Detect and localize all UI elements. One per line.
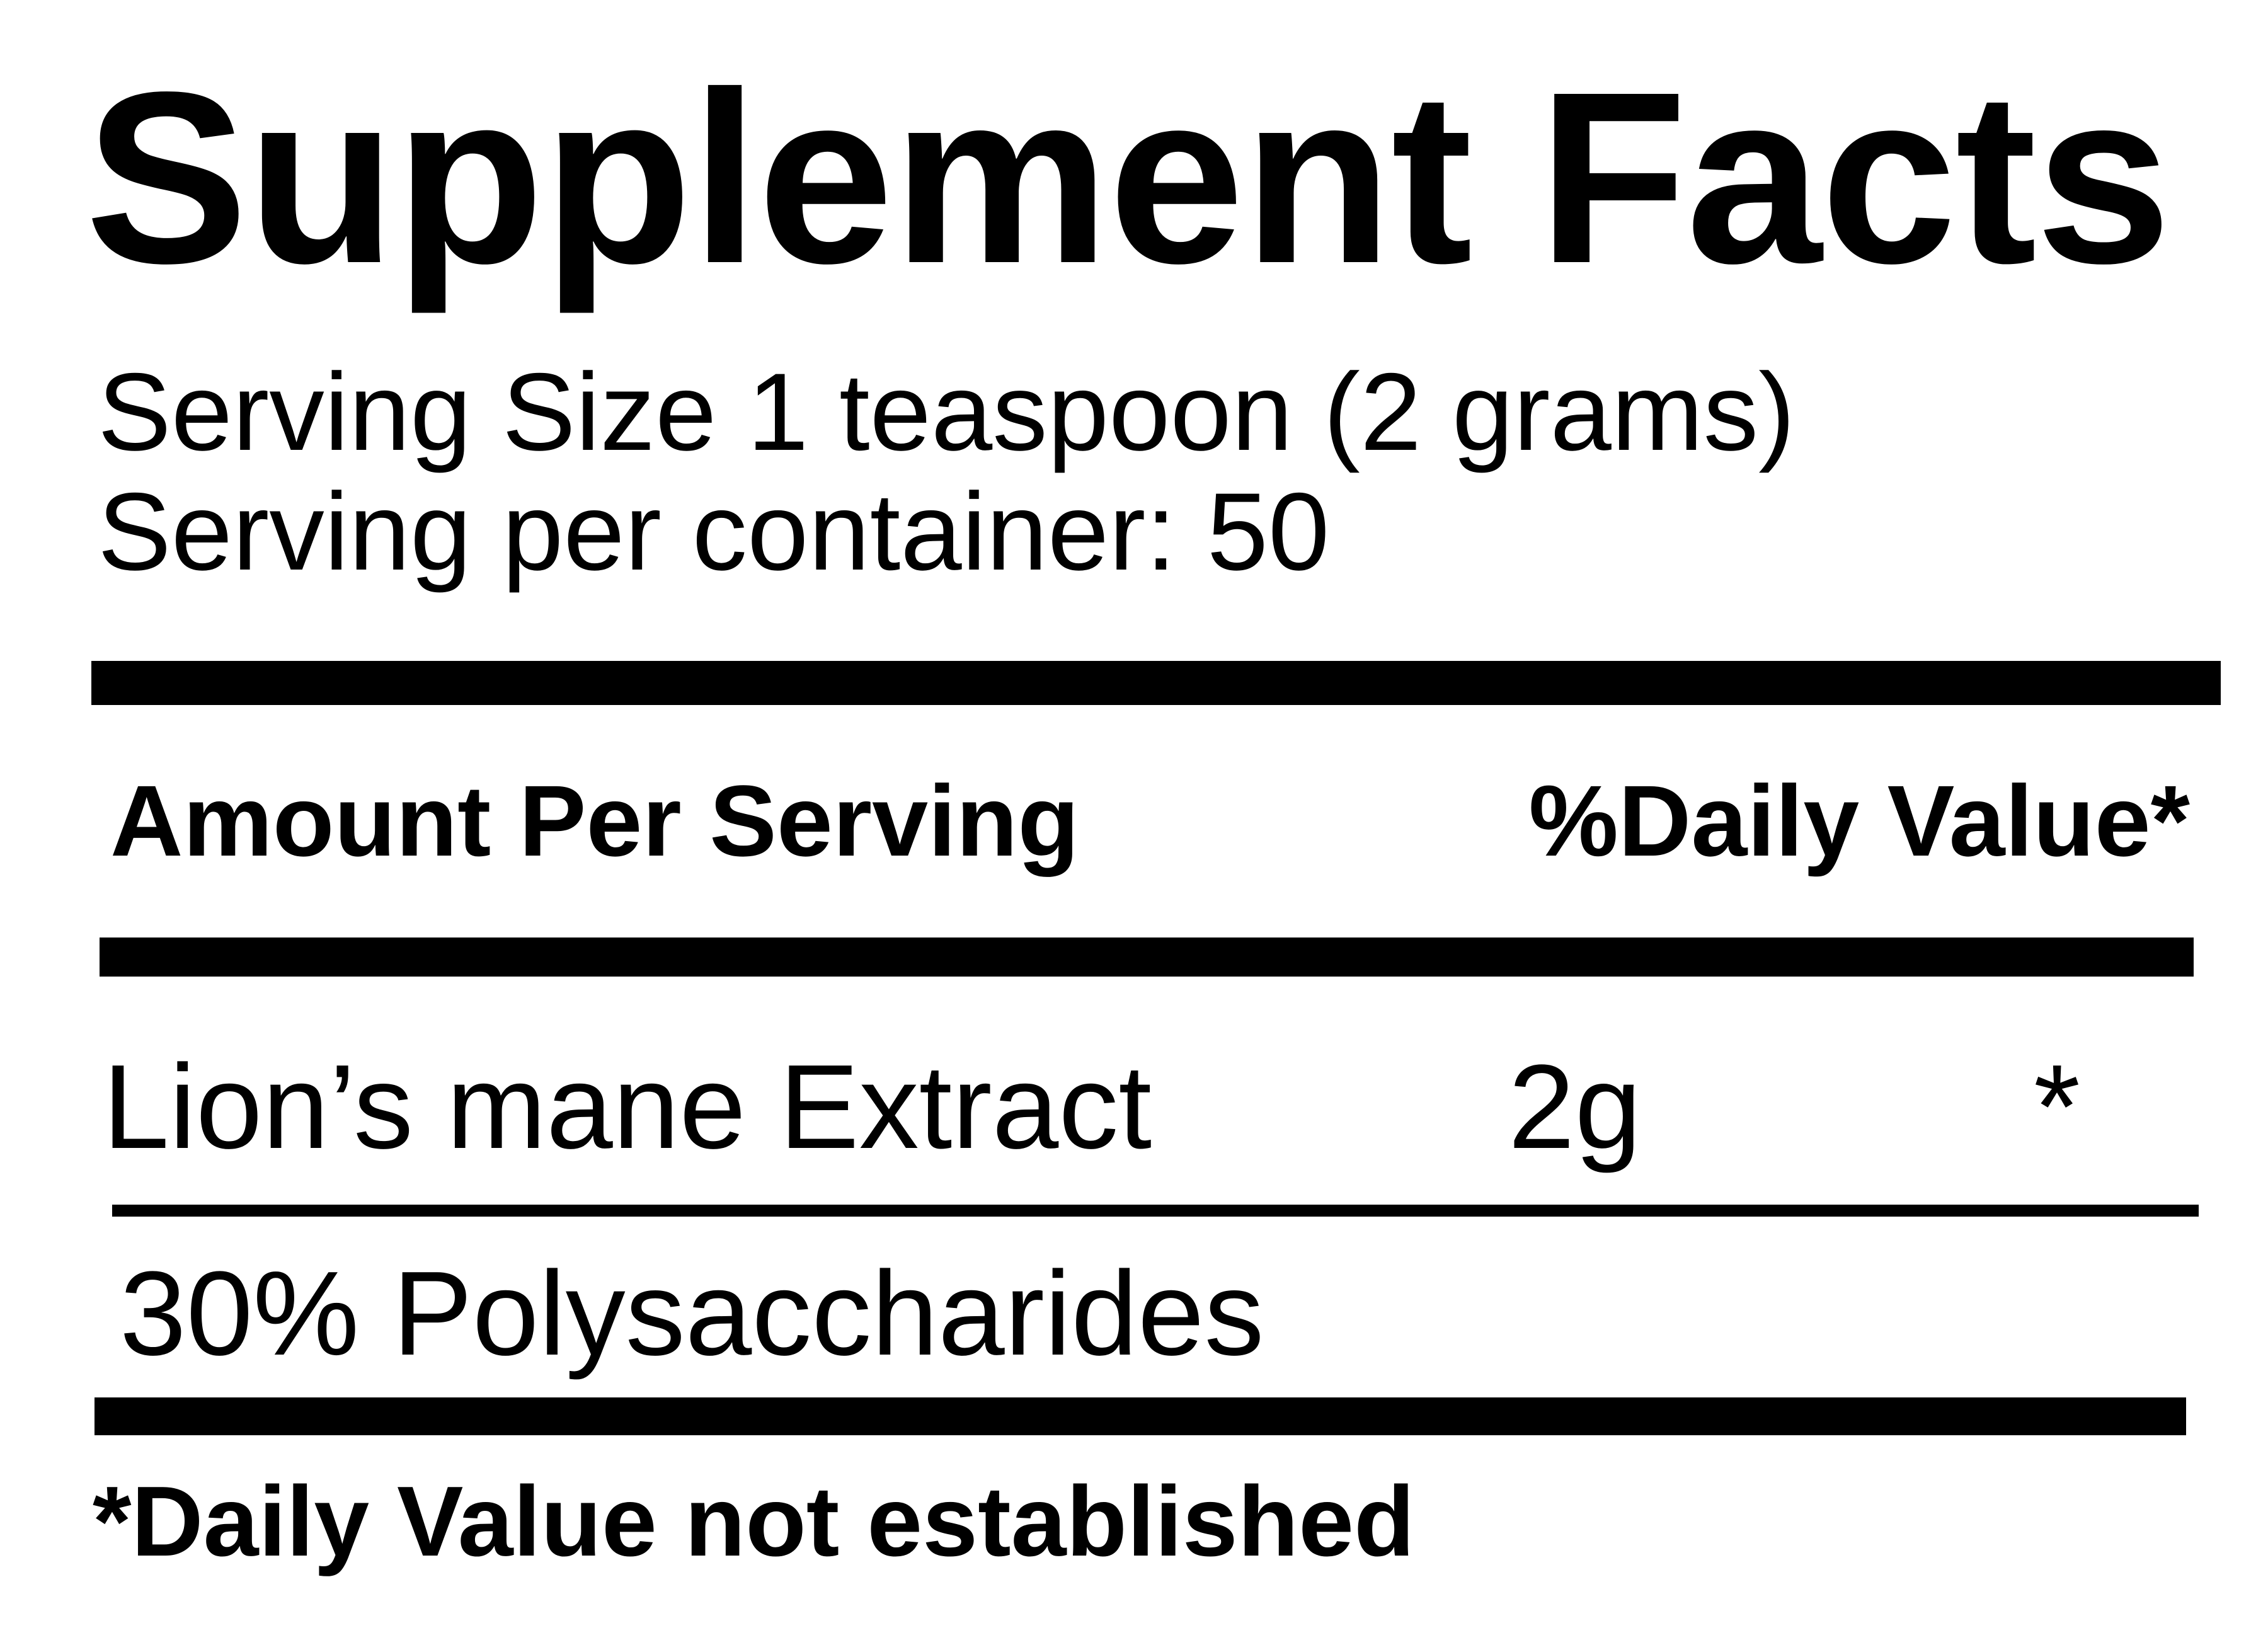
divider-bar-middle [100,938,2194,977]
serving-size-line: Serving Size 1 teaspoon (2 grams) [98,351,1796,474]
ingredient-standardization: 30% Polysaccharides [120,1247,1264,1380]
servings-per-container-line: Serving per container: 50 [98,471,1330,593]
daily-value-footnote: *Daily Value not established [93,1466,1415,1577]
divider-bar-top [91,661,2221,705]
ingredient-daily-value-asterisk: * [2034,1040,2080,1174]
ingredient-underline-rule [112,1205,2199,1217]
ingredient-amount: 2g [1508,1040,1642,1174]
serving-info: Serving Size 1 teaspoon (2 grams) Servin… [98,353,1795,592]
divider-bar-bottom [94,1397,2186,1435]
ingredient-name: Lion’s mane Extract [103,1040,1152,1174]
column-header-amount-per-serving: Amount Per Serving [110,764,1080,877]
label-title: Supplement Facts [85,42,2172,314]
column-header-daily-value: %Daily Value* [1528,764,2190,877]
